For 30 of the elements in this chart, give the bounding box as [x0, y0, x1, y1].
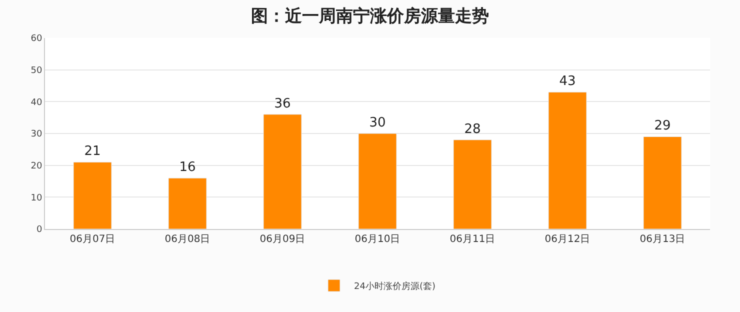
legend-label: 24小时涨价房源(套) — [354, 281, 436, 292]
bar — [643, 136, 682, 229]
y-tick-label: 0 — [36, 225, 42, 236]
x-tick-label: 06月12日 — [544, 234, 590, 245]
x-tick-label: 06月07日 — [70, 234, 116, 245]
y-tick-label: 50 — [30, 66, 42, 76]
bar — [73, 162, 112, 229]
data-label: 30 — [369, 116, 386, 130]
bar — [548, 92, 587, 229]
x-tick-label: 06月08日 — [164, 234, 210, 245]
y-tick-label: 10 — [30, 193, 42, 204]
y-tick-label: 20 — [30, 161, 42, 172]
y-tick-label: 40 — [30, 98, 42, 108]
data-label: 28 — [464, 122, 481, 137]
data-label: 29 — [654, 118, 671, 134]
bar — [263, 114, 302, 229]
data-label: 43 — [559, 74, 576, 90]
bar — [453, 140, 492, 229]
bar — [168, 178, 207, 229]
data-label: 21 — [84, 144, 101, 160]
y-tick-label: 60 — [30, 34, 42, 44]
x-tick-label: 06月13日 — [640, 234, 686, 245]
bar — [358, 133, 397, 229]
data-label: 16 — [179, 160, 196, 176]
chart-title: 图：近一周南宁涨价房源量走势 — [251, 6, 489, 26]
x-tick-label: 06月11日 — [450, 234, 496, 245]
y-tick-label: 30 — [30, 130, 42, 140]
x-tick-label: 06月10日 — [354, 234, 400, 245]
data-label: 36 — [274, 96, 291, 112]
x-tick-label: 06月09日 — [260, 234, 306, 245]
